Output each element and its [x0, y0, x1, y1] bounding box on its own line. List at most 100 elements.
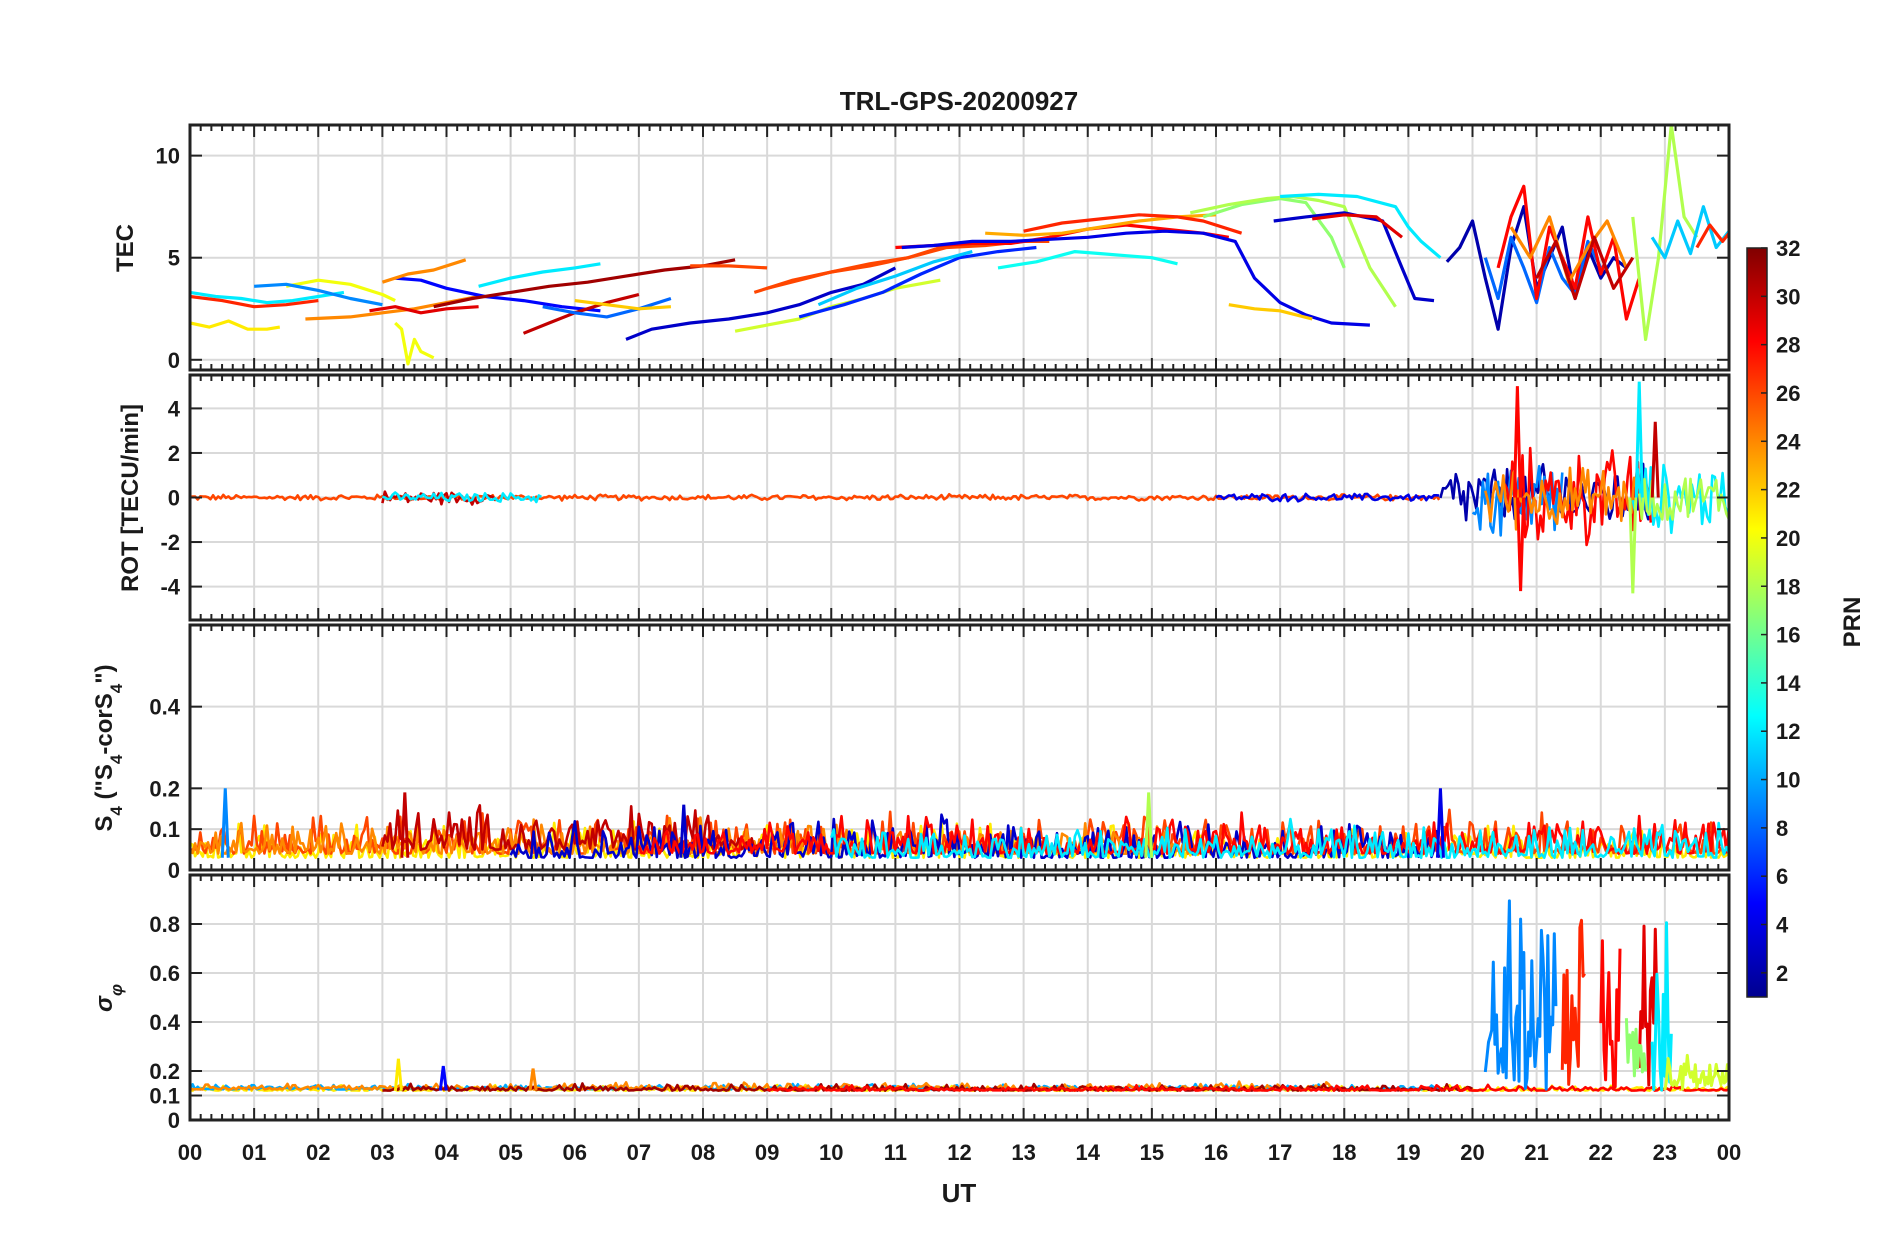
colorbar-tick-label: 32	[1776, 236, 1800, 261]
colorbar-tick-label: 20	[1776, 526, 1800, 551]
tec-panel: 0 5 10	[156, 123, 1731, 373]
x-tick-label: 13	[1011, 1140, 1035, 1165]
sigma_phi-data	[190, 899, 1729, 1092]
x-tick-label: 02	[306, 1140, 330, 1165]
x-tick-label: 17	[1268, 1140, 1292, 1165]
sigma_phi-spike-prn-21	[393, 1058, 403, 1091]
s4-label-sub2: 4	[107, 754, 126, 764]
rot-spike-prn-12	[1634, 381, 1644, 498]
rot-spike-prn-28	[1512, 386, 1522, 498]
rot-data	[190, 381, 1729, 594]
sigma_phi-panel: 00.10.2 0.4 0.6 0.8	[149, 873, 1731, 1133]
s4-label-close: ")	[91, 664, 118, 683]
sigma_phi-ytick-label: 0.1	[149, 1084, 180, 1109]
colorbar-tick-label: 8	[1776, 816, 1788, 841]
tec-series-prn-27	[1023, 213, 1243, 235]
colorbar-tick-label: 26	[1776, 381, 1800, 406]
tec-series-prn-31	[433, 258, 736, 309]
tec-ytick-label: 10	[156, 144, 180, 169]
colorbar-tick-label: 14	[1776, 671, 1801, 696]
x-tick-label: 10	[819, 1140, 843, 1165]
rot-ytick-label: -4	[160, 575, 180, 600]
tec-series-prn-18	[1189, 194, 1397, 308]
rot-noise-prn-24	[1484, 466, 1641, 531]
x-tick-label: 05	[498, 1140, 522, 1165]
x-tick-label: 19	[1396, 1140, 1420, 1165]
tec-series-prn-12	[190, 290, 345, 305]
sigma_phi-noise-prn-28	[766, 1083, 1729, 1092]
s4-panel: 0 0.1 0.2 0.4	[149, 623, 1731, 883]
tec-series-prn-13	[997, 250, 1178, 270]
tec-series-prn-9	[254, 282, 383, 307]
tec-series-prn-17	[1202, 196, 1346, 269]
rot-noise-prn-18	[1637, 477, 1729, 522]
sigma_phi-spike-prn-5	[438, 1065, 448, 1091]
sigma_phi-grid	[189, 875, 1730, 1121]
sigma_phi-burst-prn-12	[1650, 921, 1673, 1092]
s4-label-s: S	[91, 816, 118, 832]
rot-noise-prn-12	[381, 491, 543, 504]
colorbar-tick-label: 24	[1776, 429, 1801, 454]
tec-series-prn-20	[285, 278, 396, 303]
sigma_phi-tick-marks	[189, 875, 1730, 1121]
x-tick-label: 15	[1140, 1140, 1164, 1165]
tec-series-prn-26	[690, 264, 768, 270]
colorbar-gradient	[1746, 247, 1768, 998]
x-tick-label: 00	[1717, 1140, 1741, 1165]
x-tick-label: 00	[178, 1140, 202, 1165]
rot-noise-prn-4	[1215, 492, 1440, 503]
tec-series-prn-8	[542, 296, 672, 319]
sigma_phi-burst-prn-28	[1599, 939, 1622, 1089]
tec-series-prn-11	[817, 250, 973, 307]
s4-data	[190, 788, 1729, 860]
sigma_phi-ytick-label: 0.2	[149, 1059, 180, 1084]
rot-spike-prn-28	[1516, 497, 1526, 592]
s4-label-sub3: 4	[107, 683, 126, 693]
rot-panel: -4 -2 0 2 4	[160, 373, 1731, 622]
s4-label-mid: -corS	[91, 693, 118, 754]
chart-title: TRL-GPS-20200927	[840, 86, 1078, 116]
tec-series-prn-22	[574, 299, 672, 311]
x-tick-label: 04	[434, 1140, 459, 1165]
colorbar-label: PRN	[1839, 597, 1866, 648]
x-tick-label: 11	[884, 1140, 907, 1165]
sigma_phi-burst-prn-27	[1560, 918, 1586, 1086]
rot-spike-prn-18	[1628, 497, 1638, 594]
sigma-symbol: σ	[91, 995, 118, 1012]
sigma_phi-ytick-label: 0	[168, 1108, 180, 1133]
rot-noise-prn-30	[381, 490, 497, 506]
sigma_phi-burst-prn-19	[1663, 1053, 1729, 1091]
x-axis-tick-labels: 00 01 02 03 04 05 06 07 08 09 10 11 12 13 14 15 16 17 18 19…	[178, 1140, 1741, 1165]
colorbar-tick-label: 22	[1776, 478, 1800, 503]
colorbar-tick-label: 12	[1776, 719, 1800, 744]
x-tick-label: 22	[1589, 1140, 1613, 1165]
tec-series-prn-22	[1228, 303, 1313, 321]
tec-tick-marks	[189, 125, 1730, 370]
colorbar-tick-label: 16	[1776, 623, 1800, 648]
tec-series-prn-20	[394, 321, 435, 366]
x-tick-label: 20	[1460, 1140, 1484, 1165]
rot-ytick-label: 2	[168, 441, 180, 466]
sigma_phi-burst-prn-9	[1483, 899, 1558, 1091]
x-tick-label: 09	[755, 1140, 779, 1165]
x-tick-label: 16	[1204, 1140, 1228, 1165]
x-tick-label: 14	[1076, 1140, 1101, 1165]
rot-axis-label: ROT [TECU/min]	[117, 404, 144, 592]
tec-series-prn-8	[1483, 235, 1603, 305]
x-tick-label: 21	[1524, 1140, 1548, 1165]
x-tick-label: 03	[370, 1140, 394, 1165]
tec-series-prn-6	[798, 245, 1037, 319]
rot-ytick-label: -2	[160, 530, 180, 555]
s4-label-sub: 4	[107, 806, 126, 816]
tec-series-prn-21	[190, 319, 281, 331]
x-axis-label: UT	[942, 1178, 977, 1208]
s4-spike-prn-18	[1144, 792, 1154, 858]
x-tick-label: 12	[947, 1140, 971, 1165]
s4-spike-prn-3	[679, 804, 689, 858]
rot-noise-prn-12	[1631, 463, 1729, 535]
colorbar-tick-label: 10	[1776, 768, 1800, 793]
